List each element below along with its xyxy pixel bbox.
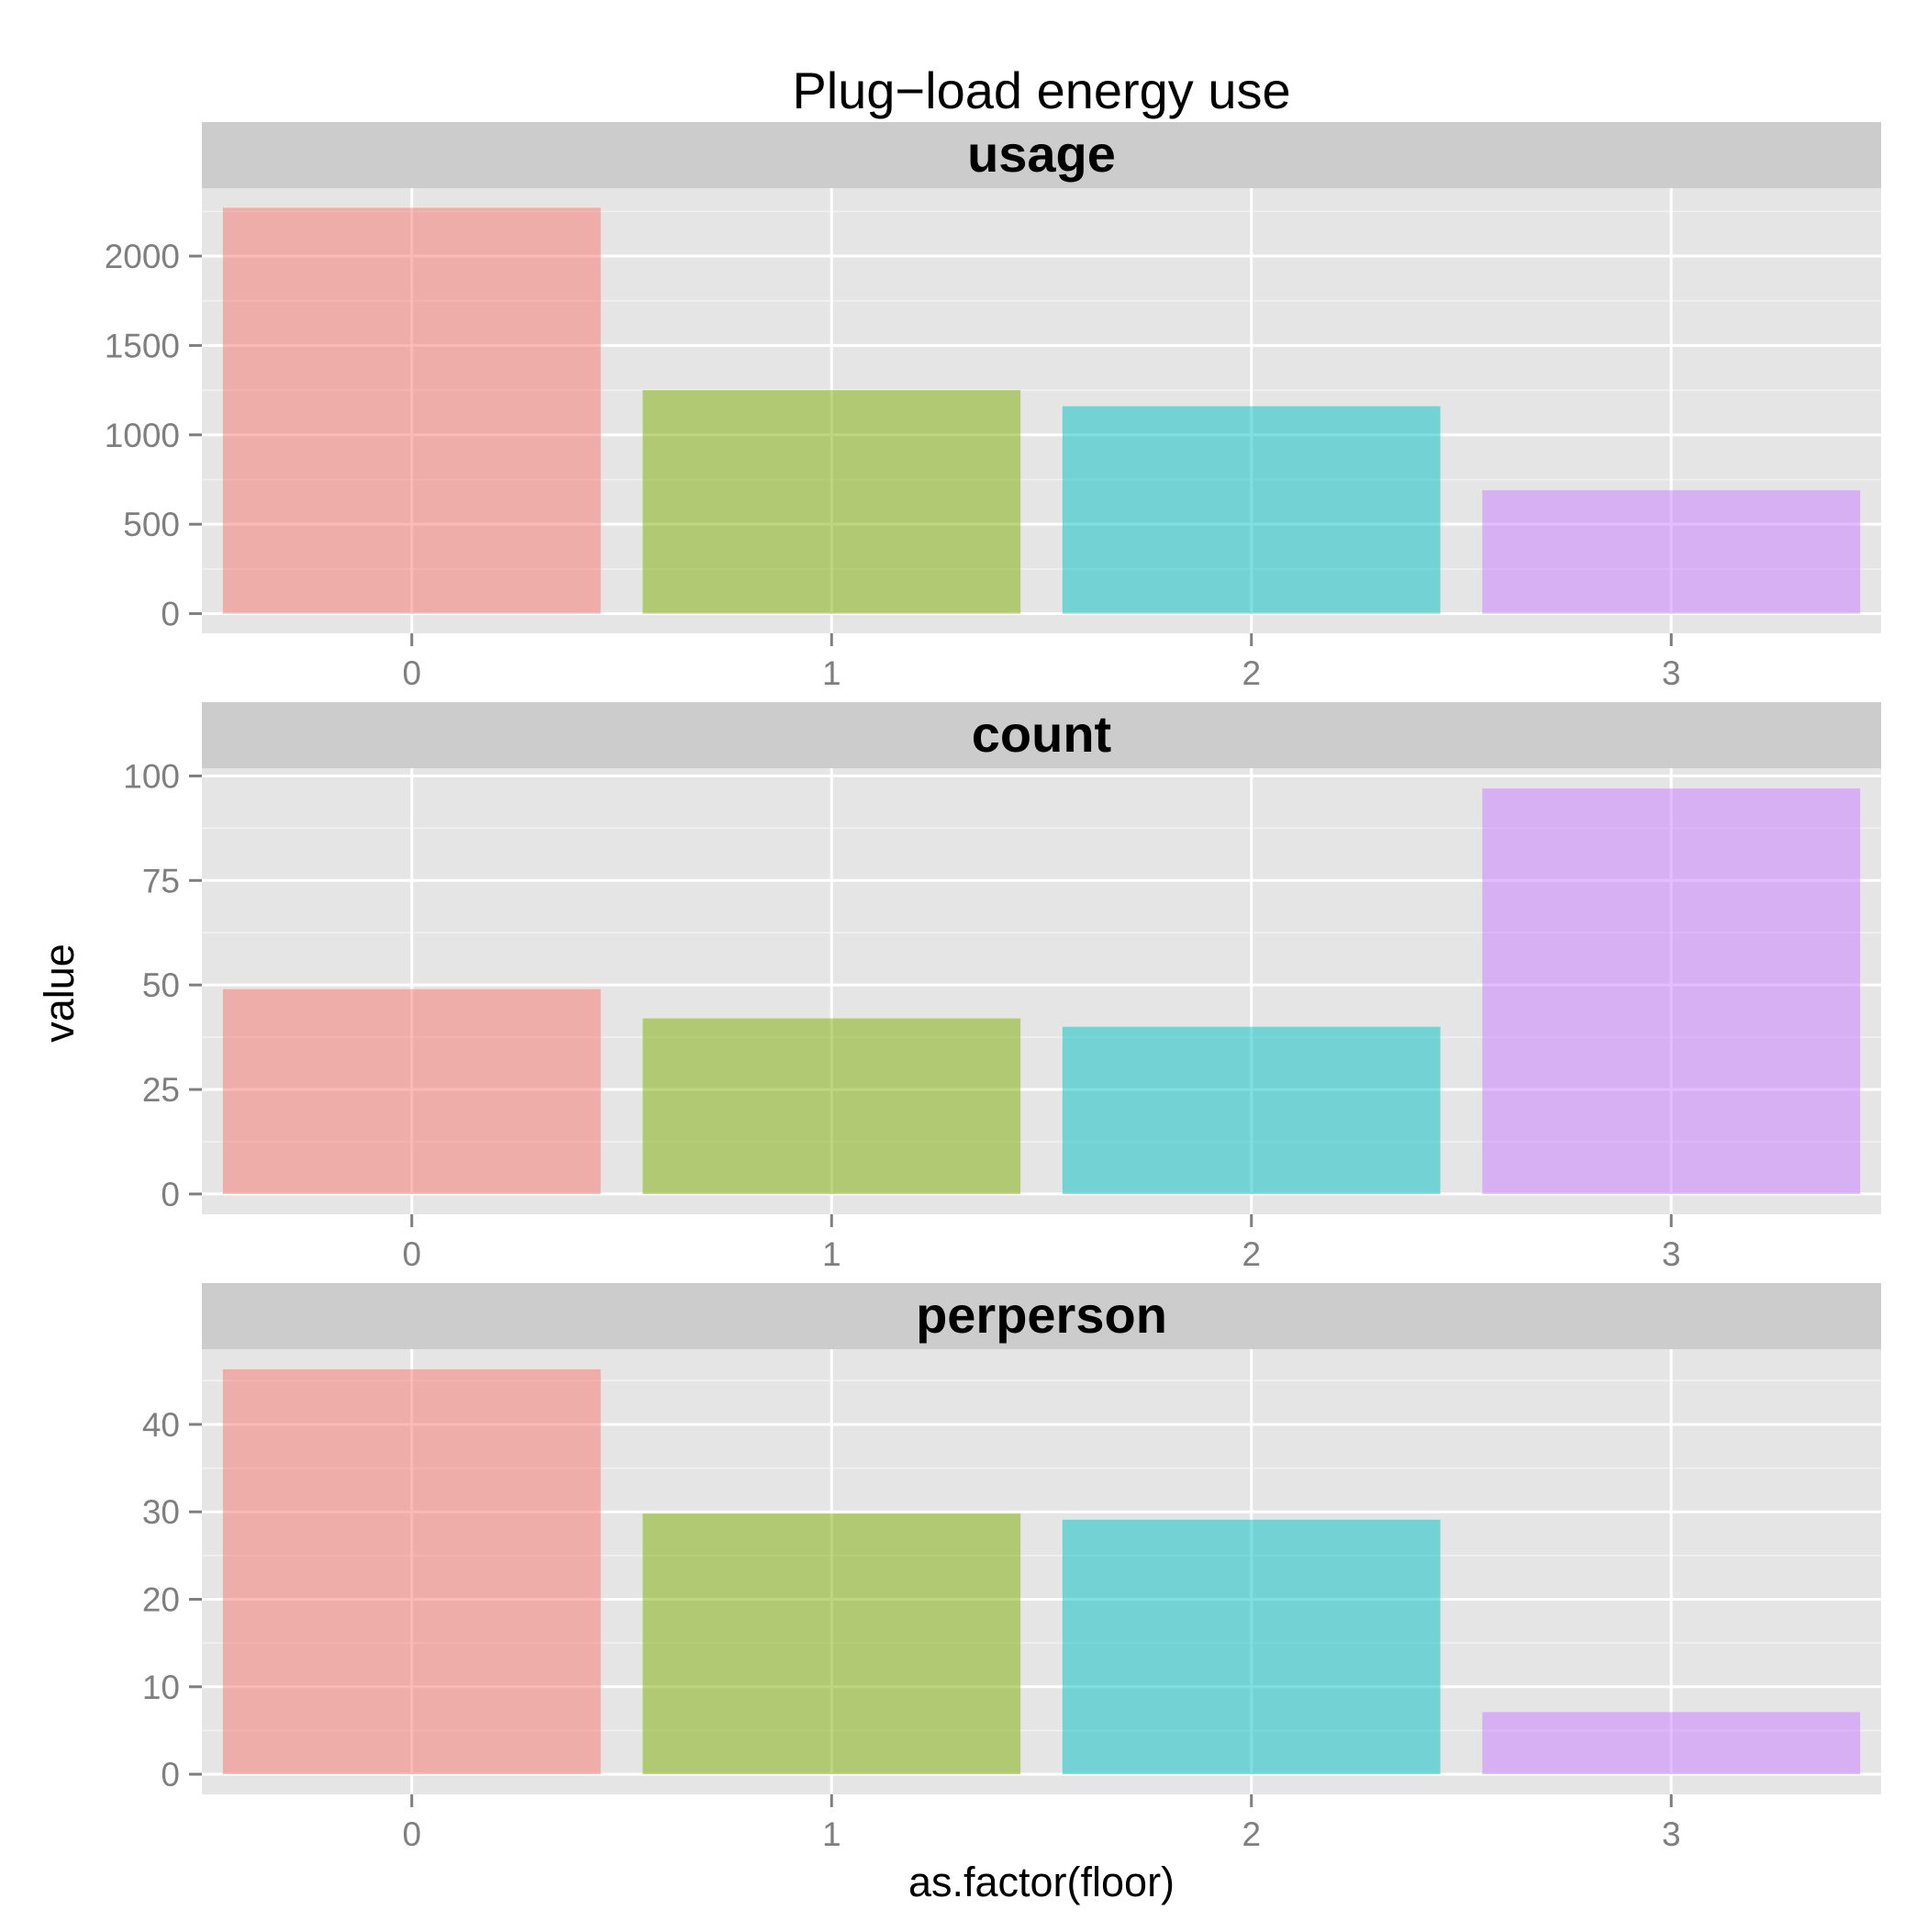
facet-usage: usage 0 500 1000 1500 2000 0 1 2 3: [105, 122, 1881, 692]
y-tick-label: 500: [123, 506, 180, 543]
bar-perperson-0: [222, 1368, 601, 1775]
x-tick-label: 3: [1662, 1815, 1681, 1853]
x-tick-label: 0: [402, 1235, 421, 1273]
y-tick-label: 1000: [105, 417, 180, 454]
x-tick-label: 2: [1242, 654, 1261, 692]
y-axis-title: value: [36, 944, 83, 1043]
bar-perperson-2: [1062, 1519, 1441, 1775]
x-axis-title: as.factor(floor): [908, 1859, 1175, 1905]
bar-perperson-3: [1482, 1712, 1861, 1775]
facet-strip: [202, 1283, 1881, 1349]
chart-title: Plug−load energy use: [792, 61, 1290, 119]
x-tick-label: 2: [1242, 1815, 1261, 1853]
x-tick-label: 3: [1662, 1235, 1681, 1273]
bar-count-3: [1482, 788, 1861, 1194]
x-tick-label: 1: [822, 1235, 841, 1273]
x-tick-label: 3: [1662, 654, 1681, 692]
facet-strip-label: count: [972, 705, 1111, 763]
bar-usage-1: [642, 390, 1021, 614]
facet-count: count 0 25 50 75 100 0 1 2 3: [123, 702, 1881, 1273]
facet-perperson: perperson 0 10 20 30 40 0 1 2 3: [142, 1283, 1881, 1853]
facet-strip: [202, 702, 1881, 768]
bar-usage-3: [1482, 490, 1861, 614]
x-tick-label: 0: [402, 1815, 421, 1853]
y-tick-label: 30: [142, 1493, 180, 1531]
y-tick-label: 50: [142, 966, 180, 1004]
y-tick-label: 20: [142, 1581, 180, 1619]
facet-strip-label: usage: [967, 125, 1116, 183]
y-tick-label: 0: [161, 1756, 180, 1793]
y-tick-label: 0: [161, 596, 180, 633]
bar-usage-2: [1062, 406, 1441, 614]
y-tick-label: 100: [123, 757, 180, 795]
facet-strip: [202, 122, 1881, 188]
bar-usage-0: [222, 207, 601, 614]
bar-count-1: [642, 1018, 1021, 1194]
x-tick-label: 0: [402, 654, 421, 692]
x-tick-label: 1: [822, 654, 841, 692]
bar-perperson-1: [642, 1513, 1021, 1775]
y-tick-label: 1500: [105, 327, 180, 364]
y-tick-label: 2000: [105, 238, 180, 275]
y-tick-label: 10: [142, 1669, 180, 1706]
bar-count-0: [222, 988, 601, 1194]
y-tick-label: 0: [161, 1176, 180, 1213]
bar-count-2: [1062, 1026, 1441, 1194]
facet-strip-label: perperson: [916, 1286, 1167, 1344]
x-tick-label: 1: [822, 1815, 841, 1853]
y-tick-label: 40: [142, 1406, 180, 1444]
y-tick-label: 75: [142, 862, 180, 899]
y-tick-label: 25: [142, 1071, 180, 1109]
x-tick-label: 2: [1242, 1235, 1261, 1273]
